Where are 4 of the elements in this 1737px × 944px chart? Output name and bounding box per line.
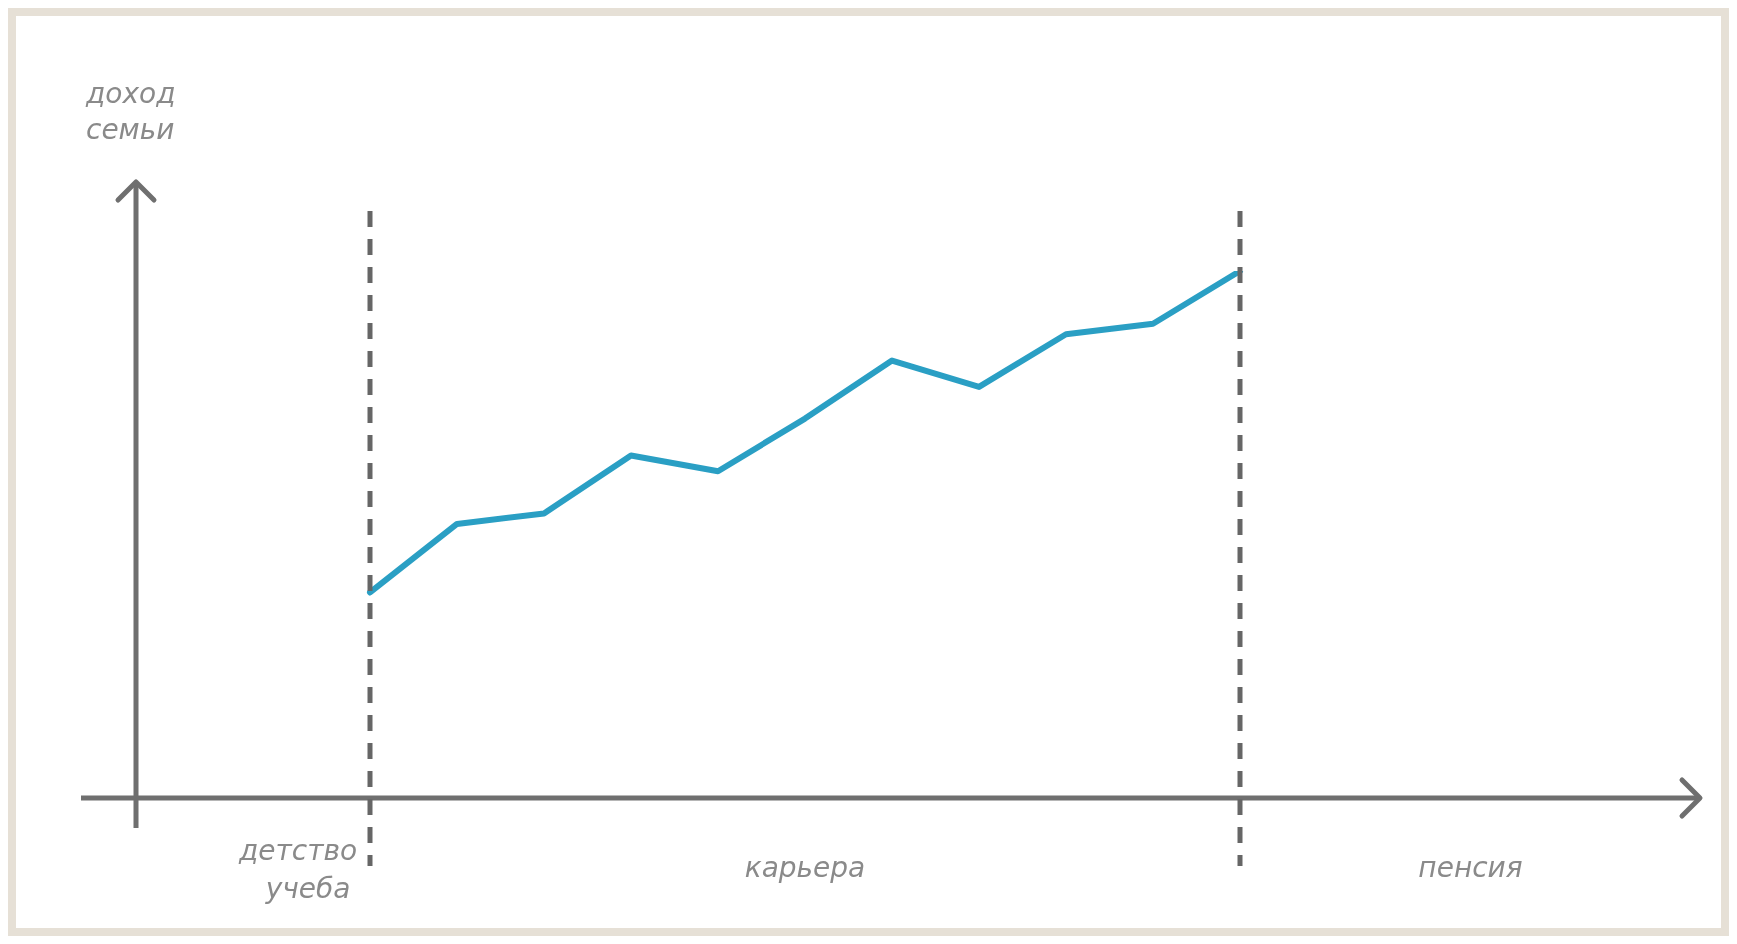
text: детство учеба xyxy=(237,834,358,906)
y-axis-title: доход семьи xyxy=(85,77,176,147)
text: пенсия xyxy=(1418,851,1523,885)
text: карьера xyxy=(744,851,866,885)
